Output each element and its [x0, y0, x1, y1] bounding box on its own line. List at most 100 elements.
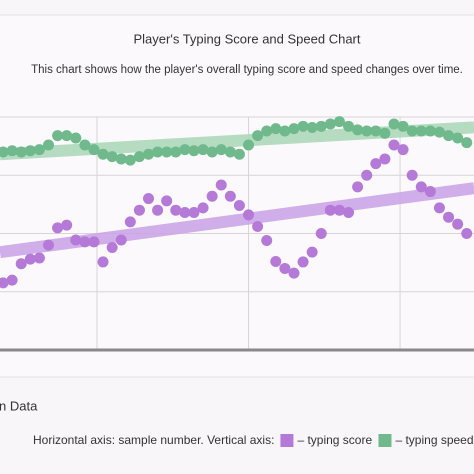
point [233, 148, 245, 160]
legend-swatch [378, 434, 392, 447]
point [370, 158, 382, 170]
point [197, 202, 209, 214]
point [15, 258, 27, 270]
point [397, 120, 409, 132]
point [324, 204, 336, 216]
legend-swatch [280, 434, 294, 447]
chart-title: Player's Typing Score and Speed Chart [134, 31, 361, 46]
point [179, 207, 191, 219]
point [315, 228, 327, 239]
point [170, 146, 182, 158]
point [61, 219, 73, 231]
point [252, 221, 264, 233]
point [243, 209, 255, 221]
point [161, 146, 173, 158]
point [406, 169, 418, 181]
point [261, 125, 273, 137]
chart-subtitle: This chart shows how the player's overal… [31, 64, 463, 76]
point [161, 195, 173, 207]
point [15, 146, 27, 158]
point [424, 125, 436, 137]
point [106, 151, 118, 163]
point [397, 144, 409, 156]
point [433, 126, 445, 138]
point [361, 125, 373, 137]
point [352, 124, 364, 136]
point [6, 274, 18, 286]
point [42, 239, 54, 251]
point [233, 200, 245, 212]
point [270, 255, 282, 267]
point [279, 125, 291, 137]
point [70, 234, 82, 246]
point [379, 127, 391, 139]
point [379, 153, 391, 165]
point [6, 145, 18, 157]
plot [0, 116, 474, 352]
point [306, 121, 318, 133]
point [33, 144, 45, 156]
point [79, 236, 91, 248]
point [188, 207, 200, 219]
point [297, 120, 309, 132]
point [388, 139, 400, 151]
trend-line [0, 121, 474, 161]
point [133, 204, 145, 216]
point [315, 120, 327, 132]
point [352, 181, 364, 193]
point [252, 130, 264, 142]
point [452, 132, 464, 144]
point [215, 144, 227, 156]
point [297, 256, 309, 268]
point [97, 256, 109, 268]
point [152, 146, 164, 158]
point [0, 277, 9, 289]
point [461, 228, 473, 239]
point [306, 246, 318, 258]
point [443, 211, 455, 223]
point [115, 234, 127, 246]
point [406, 125, 418, 137]
point [324, 118, 336, 130]
legend-label: – typing speed. [395, 433, 474, 447]
caption: Horizontal axis: sample number. Vertical… [33, 433, 274, 447]
point [52, 130, 64, 142]
point [206, 190, 218, 202]
point [124, 216, 136, 228]
point [179, 144, 191, 156]
data-toggle[interactable]: n Data [0, 398, 38, 413]
point [333, 116, 345, 128]
point [388, 118, 400, 130]
point [97, 148, 109, 160]
point [424, 186, 436, 198]
point [224, 190, 236, 202]
point [88, 144, 100, 156]
point [433, 202, 445, 214]
point [143, 148, 155, 160]
point [124, 154, 136, 166]
point [33, 252, 45, 264]
point [42, 139, 54, 151]
point [370, 125, 382, 137]
point [52, 222, 64, 234]
point [215, 179, 227, 191]
point [261, 234, 273, 246]
point [24, 253, 36, 265]
point [461, 137, 473, 149]
point [361, 169, 373, 181]
point [70, 132, 82, 144]
point [24, 145, 36, 157]
point [343, 120, 355, 132]
point [224, 146, 236, 158]
point [270, 123, 282, 135]
point [343, 207, 355, 219]
point [279, 262, 291, 274]
point [61, 130, 73, 142]
point [415, 125, 427, 137]
point [443, 130, 455, 142]
point [170, 204, 182, 216]
point [88, 236, 100, 248]
point [115, 153, 127, 165]
point [415, 181, 427, 193]
